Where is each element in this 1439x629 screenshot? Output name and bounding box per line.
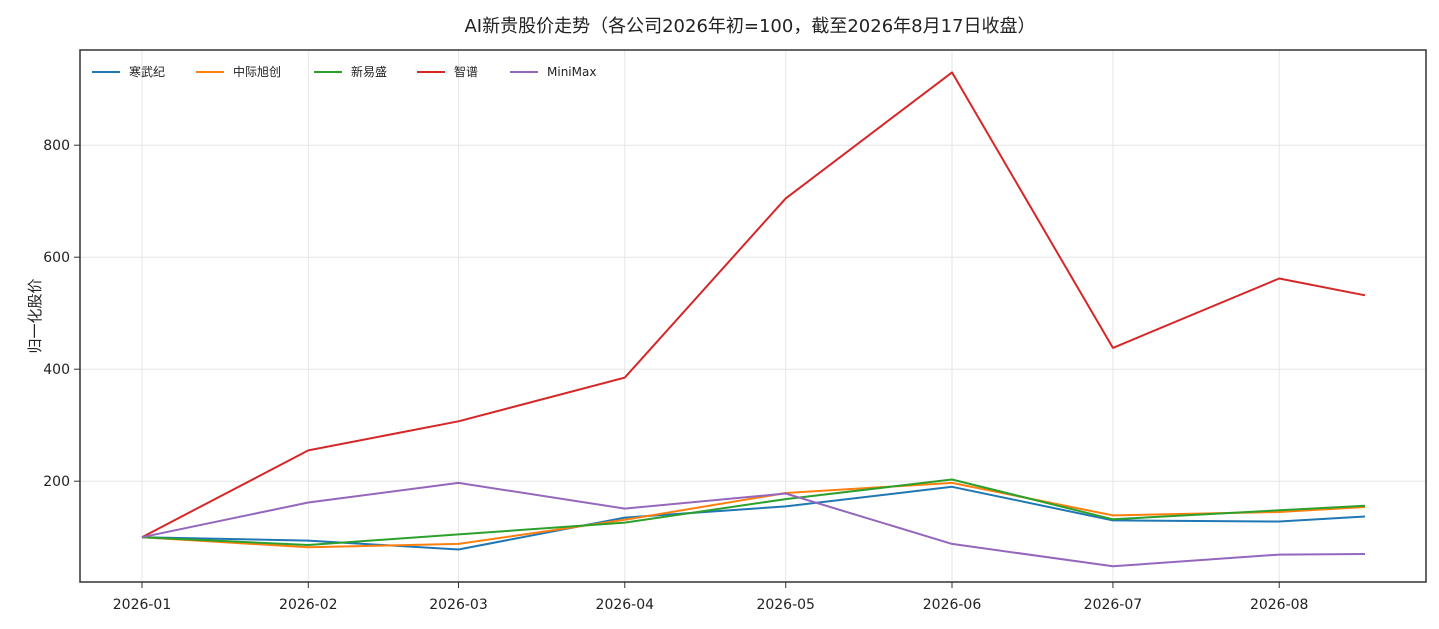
y-tick-label: 600 xyxy=(43,250,70,266)
legend-label: 寒武纪 xyxy=(129,64,165,79)
y-tick-label: 200 xyxy=(43,474,70,490)
grid-lines xyxy=(80,50,1426,582)
x-tick-label: 2026-03 xyxy=(429,597,488,613)
chart-title: AI新贵股价走势（各公司2026年初=100，截至2026年8月17日收盘） xyxy=(464,16,1035,37)
x-tick-label: 2026-02 xyxy=(279,597,338,613)
x-tick-label: 2026-05 xyxy=(756,597,815,613)
series-line-MiniMax xyxy=(141,481,1366,568)
legend-label: 中际旭创 xyxy=(233,64,281,79)
y-tick-label: 800 xyxy=(43,138,70,154)
series-lines xyxy=(141,71,1366,568)
legend-item: 智谱 xyxy=(417,64,478,79)
series-line-寒武纪 xyxy=(141,485,1366,551)
legend: 寒武纪 中际旭创 新易盛 智谱 MiniMax xyxy=(92,64,596,79)
legend-label: MiniMax xyxy=(547,65,596,79)
legend-item: 新易盛 xyxy=(314,64,387,79)
legend-label: 智谱 xyxy=(454,64,478,79)
legend-item: 中际旭创 xyxy=(196,64,281,79)
axes: 2026-01 2026-02 2026-03 2026-04 2026-05 2026-… xyxy=(43,138,1308,613)
y-tick-label: 400 xyxy=(43,362,70,378)
x-tick-label: 2026-08 xyxy=(1250,597,1309,613)
legend-item: 寒武纪 xyxy=(92,64,165,79)
legend-item: MiniMax xyxy=(510,65,596,79)
series-line-智谱 xyxy=(141,71,1366,539)
series-line-新易盛 xyxy=(141,478,1366,546)
y-axis-label: 归一化股价 xyxy=(26,278,44,353)
x-tick-label: 2026-06 xyxy=(923,597,982,613)
legend-label: 新易盛 xyxy=(351,64,387,79)
plot-area-frame xyxy=(79,49,1427,583)
x-tick-label: 2026-04 xyxy=(596,597,655,613)
x-tick-label: 2026-01 xyxy=(113,597,172,613)
x-tick-label: 2026-07 xyxy=(1084,597,1143,613)
